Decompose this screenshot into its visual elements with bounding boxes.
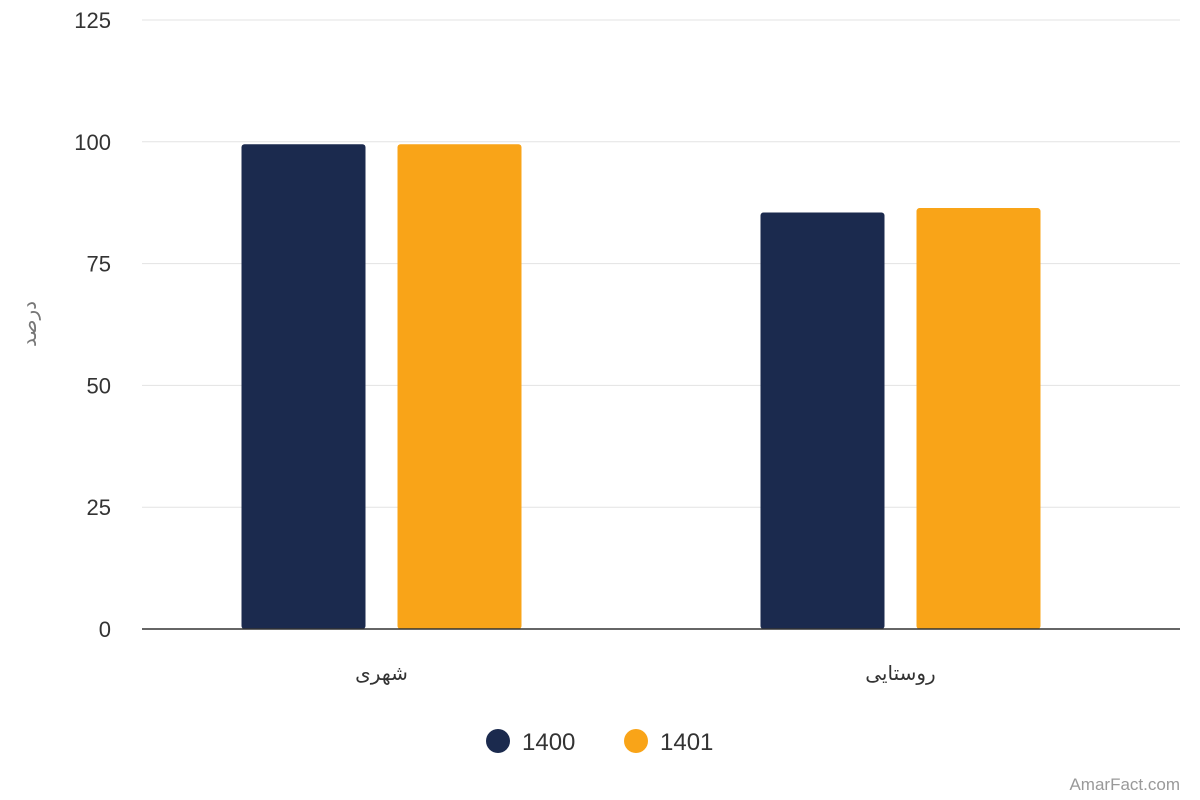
y-axis-ticks: 0 25 50 75 100 125 bbox=[74, 8, 111, 642]
bar-1400-1[interactable] bbox=[760, 212, 885, 629]
x-category-label: روستایی bbox=[865, 661, 935, 685]
y-tick-label: 0 bbox=[99, 617, 111, 642]
legend: 1400 1401 bbox=[486, 729, 713, 756]
y-tick-label: 75 bbox=[87, 252, 111, 277]
y-tick-label: 50 bbox=[87, 373, 111, 398]
legend-label[interactable]: 1401 bbox=[660, 729, 713, 756]
legend-label[interactable]: 1400 bbox=[522, 729, 575, 756]
bar-1401-1[interactable] bbox=[916, 208, 1041, 629]
watermark: AmarFact.com bbox=[1069, 775, 1180, 794]
bar-1400-0[interactable] bbox=[241, 144, 366, 629]
x-category-label: شهری bbox=[355, 661, 408, 685]
y-tick-label: 100 bbox=[74, 130, 111, 155]
x-axis-categories: شهری روستایی bbox=[355, 661, 936, 685]
bars bbox=[241, 144, 1041, 629]
legend-marker-1401[interactable] bbox=[624, 729, 648, 753]
y-axis-label: درصد bbox=[17, 301, 41, 347]
y-tick-label: 125 bbox=[74, 8, 111, 33]
bar-1401-0[interactable] bbox=[397, 144, 522, 629]
legend-marker-1400[interactable] bbox=[486, 729, 510, 753]
y-tick-label: 25 bbox=[87, 495, 111, 520]
